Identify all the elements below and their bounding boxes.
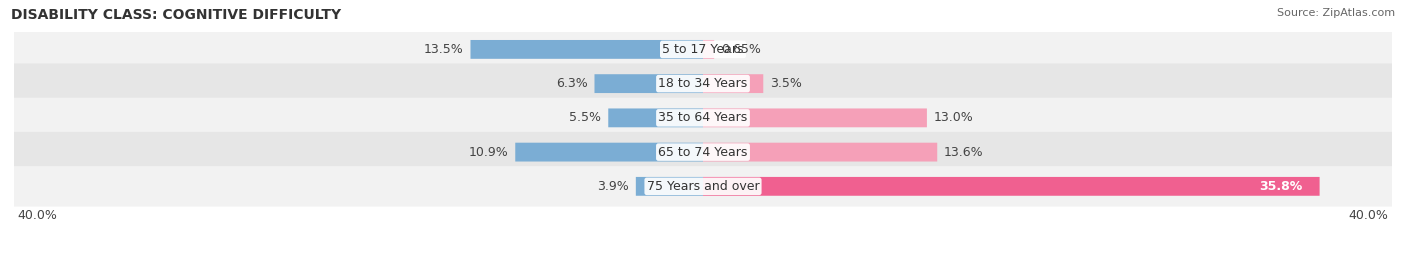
FancyBboxPatch shape (11, 63, 1395, 104)
Text: 5 to 17 Years: 5 to 17 Years (662, 43, 744, 56)
Text: 10.9%: 10.9% (468, 146, 509, 159)
FancyBboxPatch shape (636, 177, 703, 196)
FancyBboxPatch shape (703, 177, 1320, 196)
Text: 13.6%: 13.6% (945, 146, 984, 159)
Text: Source: ZipAtlas.com: Source: ZipAtlas.com (1277, 8, 1395, 18)
FancyBboxPatch shape (703, 108, 927, 127)
Text: 65 to 74 Years: 65 to 74 Years (658, 146, 748, 159)
Text: 75 Years and over: 75 Years and over (647, 180, 759, 193)
FancyBboxPatch shape (515, 143, 703, 161)
Text: 3.5%: 3.5% (770, 77, 801, 90)
FancyBboxPatch shape (11, 166, 1395, 207)
Text: 40.0%: 40.0% (1348, 209, 1389, 222)
Text: 5.5%: 5.5% (569, 111, 602, 124)
FancyBboxPatch shape (11, 132, 1395, 172)
FancyBboxPatch shape (471, 40, 703, 59)
Text: 35.8%: 35.8% (1260, 180, 1302, 193)
Text: 13.5%: 13.5% (423, 43, 464, 56)
FancyBboxPatch shape (11, 29, 1395, 70)
FancyBboxPatch shape (703, 40, 714, 59)
FancyBboxPatch shape (11, 98, 1395, 138)
FancyBboxPatch shape (609, 108, 703, 127)
FancyBboxPatch shape (703, 74, 763, 93)
Text: DISABILITY CLASS: COGNITIVE DIFFICULTY: DISABILITY CLASS: COGNITIVE DIFFICULTY (11, 8, 342, 22)
Text: 13.0%: 13.0% (934, 111, 973, 124)
FancyBboxPatch shape (595, 74, 703, 93)
FancyBboxPatch shape (703, 143, 938, 161)
Text: 35 to 64 Years: 35 to 64 Years (658, 111, 748, 124)
Text: 18 to 34 Years: 18 to 34 Years (658, 77, 748, 90)
Text: 3.9%: 3.9% (598, 180, 628, 193)
Text: 40.0%: 40.0% (17, 209, 58, 222)
Text: 6.3%: 6.3% (555, 77, 588, 90)
Text: 0.65%: 0.65% (721, 43, 761, 56)
